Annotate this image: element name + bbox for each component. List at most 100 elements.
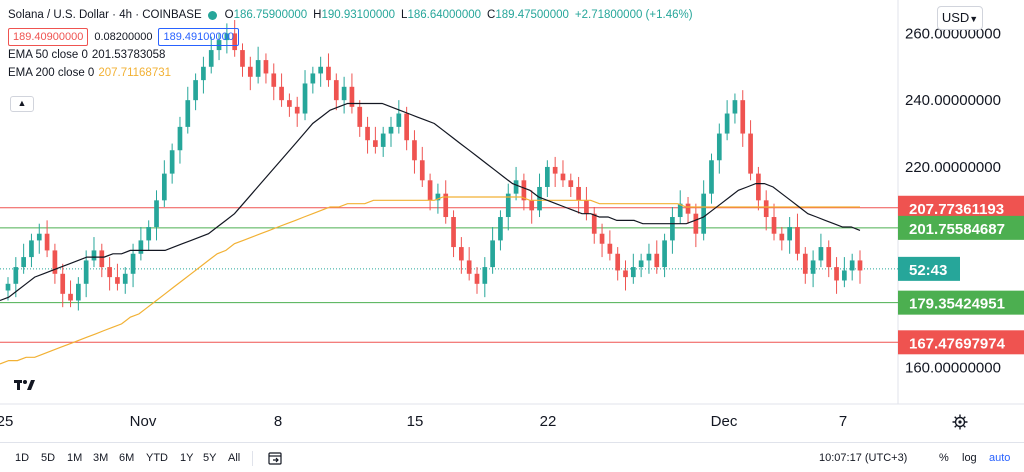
candle-body [154,200,159,228]
timeframe-1m-button[interactable]: 1M [67,452,83,464]
candle-body [294,106,300,114]
candle-body [443,193,449,218]
chevron-down-icon: ▼ [969,14,979,24]
candle-body [451,217,456,248]
candle-body [662,240,667,268]
candle-body [91,250,97,261]
calendar-goto-icon[interactable] [268,451,282,468]
candle-body [263,60,269,74]
candle-body [193,80,198,101]
candle-body [842,270,847,281]
open-value: 186.75900000 [233,9,308,21]
candle-body [466,260,472,274]
ema200-value: 207.71168731 [98,67,172,79]
auto-scale-toggle[interactable]: auto [989,452,1011,464]
timeframe-1d-button[interactable]: 1D [15,452,30,464]
countdown-label: 52:43 [909,262,947,279]
timeframe-all-button[interactable]: All [228,452,241,464]
trade-row: 189.40900000 0.08200000 189.49100000 [8,28,699,46]
sell-button[interactable]: 189.40900000 [8,28,89,46]
candle-body [623,270,628,278]
candle-body [787,227,792,241]
candle-body [849,260,855,271]
price-level-label: 179.35424951 [909,296,1005,313]
candle-body [740,100,746,134]
candle-body [521,180,527,201]
timeframe-ytd-button[interactable]: YTD [146,452,168,464]
tradingview-logo-icon [14,378,36,397]
candle-body [419,160,425,181]
candle-body [302,83,308,114]
candle-body [412,140,417,161]
candle-body [732,100,738,114]
candle-body [161,173,167,201]
candle-body [615,253,621,271]
y-axis-tick-label: 220.00000000 [905,159,1001,176]
candle-body [83,260,89,284]
ema50-label: EMA 50 close 0 [8,49,88,61]
candle-body [201,66,206,81]
candle-body [68,293,73,301]
symbol-title[interactable]: Solana / U.S. Dollar · 4h · COINBASE [8,9,202,21]
candle-body [169,150,175,174]
chevron-up-icon: ▲ [17,98,27,108]
candle-body [380,133,386,147]
buy-button[interactable]: 189.49100000 [158,28,239,46]
candle-body [44,233,50,251]
price-level-badge [898,195,1024,220]
price-level-label: 167.47697974 [909,335,1006,352]
candle-body [810,260,816,274]
high-label: H [313,9,322,21]
candle-body [607,243,613,254]
timeframe-6m-button[interactable]: 6M [119,452,135,464]
candle-body [693,213,699,234]
log-scale-toggle[interactable]: log [962,452,977,464]
gear-icon[interactable] [952,414,968,435]
candle-body [115,277,120,284]
candle-body [122,273,128,284]
candle-body [529,200,535,211]
ema50-legend[interactable]: EMA 50 close 0 201.53783058 [8,46,699,64]
y-axis-tick-label: 240.00000000 [905,92,1001,109]
percent-scale-toggle[interactable]: % [939,452,949,464]
bottom-toolbar: 1D 5D 1M 3M 6M YTD 1Y 5Y All 10:07:17 (U… [0,442,1024,472]
candle-body [271,73,277,87]
candle-body [435,193,441,201]
timeframe-3m-button[interactable]: 3M [93,452,109,464]
candle-body [341,86,347,101]
collapse-legend-button[interactable]: ▲ [10,96,34,112]
x-axis-tick-label: Nov [130,413,157,430]
ema200-label: EMA 200 close 0 [8,67,95,79]
timeframe-5y-button[interactable]: 5Y [203,452,217,464]
candle-body [13,267,19,284]
spread-value: 0.08200000 [94,31,153,43]
timeframe-1y-button[interactable]: 1Y [180,452,194,464]
chart-legend: Solana / U.S. Dollar · 4h · COINBASE O 18… [8,6,699,82]
candle-body [834,267,839,281]
candle-body [544,166,550,187]
ema50-line [0,102,861,302]
candle-body [576,186,581,201]
timeframe-5d-button[interactable]: 5D [41,452,56,464]
currency-selector[interactable]: USD▼ [937,6,983,30]
candle-body [771,217,777,234]
ema200-line [0,196,860,365]
candle-body [146,227,152,241]
candle-body [701,193,707,234]
candle-body [76,283,81,301]
candle-body [287,100,292,107]
currency-label: USD [941,10,970,25]
candle-body [5,283,11,291]
candle-body [357,106,363,127]
candle-body [474,273,480,284]
close-label: C [487,9,496,21]
timezone-clock[interactable]: 10:07:17 (UTC+3) [819,452,908,464]
candle-body [677,203,683,218]
candle-body [513,180,519,194]
ema200-legend[interactable]: EMA 200 close 0 207.71168731 [8,64,699,82]
candle-body [763,200,769,218]
candle-body [427,180,433,201]
candle-body [318,66,324,74]
